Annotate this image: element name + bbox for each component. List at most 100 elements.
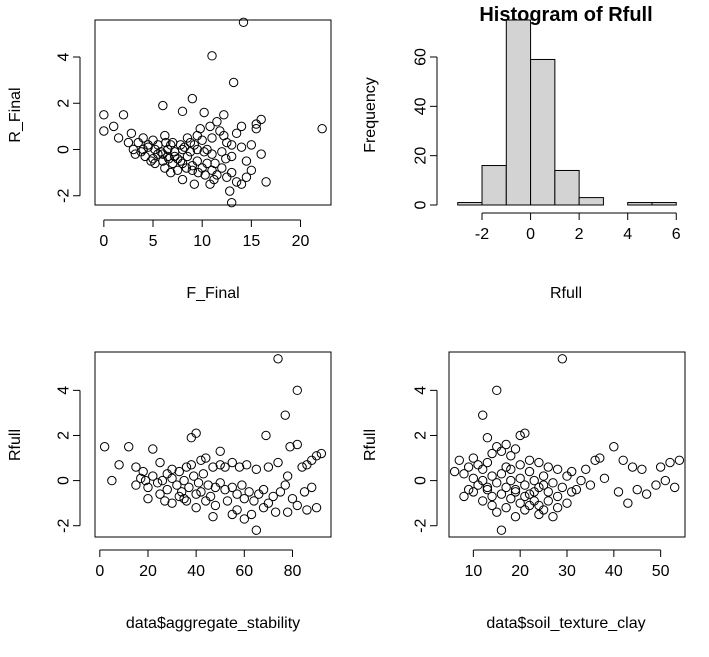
data-point xyxy=(581,464,591,475)
data-point xyxy=(187,165,198,176)
data-point xyxy=(241,156,252,166)
data-point xyxy=(627,462,638,472)
data-point xyxy=(463,484,474,495)
data-point xyxy=(487,471,497,481)
data-point xyxy=(562,498,572,508)
data-point xyxy=(226,197,237,208)
data-point xyxy=(222,496,233,506)
data-point xyxy=(501,462,511,472)
data-point xyxy=(566,466,577,477)
data-point xyxy=(595,453,605,463)
data-point xyxy=(268,491,278,502)
data-point xyxy=(114,460,124,470)
data-point xyxy=(576,475,586,486)
data-point xyxy=(520,505,530,515)
data-point xyxy=(463,462,474,472)
y-tick-label: 0 xyxy=(413,200,430,209)
data-point xyxy=(152,478,163,488)
data-point xyxy=(160,130,170,141)
data-point xyxy=(468,473,479,484)
data-point xyxy=(669,482,680,493)
data-point xyxy=(99,442,110,452)
data-point xyxy=(270,507,281,517)
data-point xyxy=(215,460,225,470)
x-tick-label: 10 xyxy=(464,563,482,580)
data-point xyxy=(187,93,198,104)
data-point xyxy=(515,498,525,508)
x-tick-label: 0 xyxy=(99,233,108,250)
data-point xyxy=(242,460,252,470)
data-point xyxy=(207,149,217,159)
data-point xyxy=(143,140,153,150)
data-point xyxy=(160,496,170,506)
data-point xyxy=(160,163,170,173)
data-point xyxy=(167,498,177,508)
data-point xyxy=(482,433,493,443)
data-point xyxy=(174,491,184,502)
data-point xyxy=(181,496,192,506)
data-point xyxy=(449,466,460,477)
scatter-rfull-vs-soil-texture-clay: data$soil_texture_clay Rfull 10 20 30 40 50-… xyxy=(362,351,686,632)
data-point xyxy=(196,455,206,465)
histogram-bar xyxy=(627,202,653,206)
histogram-bar xyxy=(505,19,532,206)
data-point xyxy=(548,511,558,522)
data-point xyxy=(282,471,293,481)
data-point xyxy=(131,462,141,472)
data-point xyxy=(131,480,141,490)
x-axis-title: data$aggregate_stability xyxy=(126,615,300,632)
x-tick-label: 10 xyxy=(193,233,211,250)
data-point xyxy=(236,142,247,152)
y-tick-label: 4 xyxy=(56,386,73,395)
data-point xyxy=(197,135,207,145)
data-point xyxy=(212,170,222,180)
x-tick-label: -2 xyxy=(475,226,489,243)
data-point xyxy=(524,489,535,499)
data-point xyxy=(496,489,507,499)
data-point xyxy=(236,121,247,132)
data-point xyxy=(256,114,266,125)
x-tick-label: 80 xyxy=(284,563,302,580)
data-point xyxy=(167,464,177,475)
data-point xyxy=(524,500,535,511)
histogram-bar xyxy=(651,202,677,206)
data-point xyxy=(189,471,199,481)
data-point xyxy=(292,439,302,450)
data-point xyxy=(660,475,671,486)
y-axis-title: Frequency xyxy=(362,77,379,153)
x-axis-title: data$soil_texture_clay xyxy=(486,615,645,632)
data-point xyxy=(562,471,572,481)
y-tick-label: -2 xyxy=(413,519,430,533)
data-point xyxy=(473,460,483,470)
data-point xyxy=(217,147,227,157)
data-point xyxy=(228,77,239,88)
data-point xyxy=(566,487,577,497)
data-point xyxy=(618,455,628,465)
data-point xyxy=(189,140,200,150)
data-point xyxy=(548,478,558,488)
data-point xyxy=(285,442,295,452)
data-point xyxy=(172,480,182,490)
data-point xyxy=(254,489,264,499)
data-point xyxy=(219,110,229,120)
y-tick-label: 0 xyxy=(413,476,430,485)
data-point xyxy=(161,137,171,148)
data-point xyxy=(287,493,298,504)
data-point xyxy=(251,464,262,475)
data-point xyxy=(515,460,525,470)
data-point xyxy=(196,487,206,497)
data-point xyxy=(506,475,516,486)
data-point xyxy=(280,480,290,490)
data-point xyxy=(232,505,242,515)
data-point xyxy=(478,496,488,506)
data-point xyxy=(538,505,549,515)
data-point xyxy=(143,482,153,493)
data-point xyxy=(261,430,271,441)
x-tick-label: 5 xyxy=(149,233,158,250)
data-point xyxy=(179,142,190,152)
histogram-bar xyxy=(554,169,580,206)
data-point xyxy=(175,156,186,166)
data-point xyxy=(256,149,266,159)
x-axis-title: F_Final xyxy=(186,285,239,302)
